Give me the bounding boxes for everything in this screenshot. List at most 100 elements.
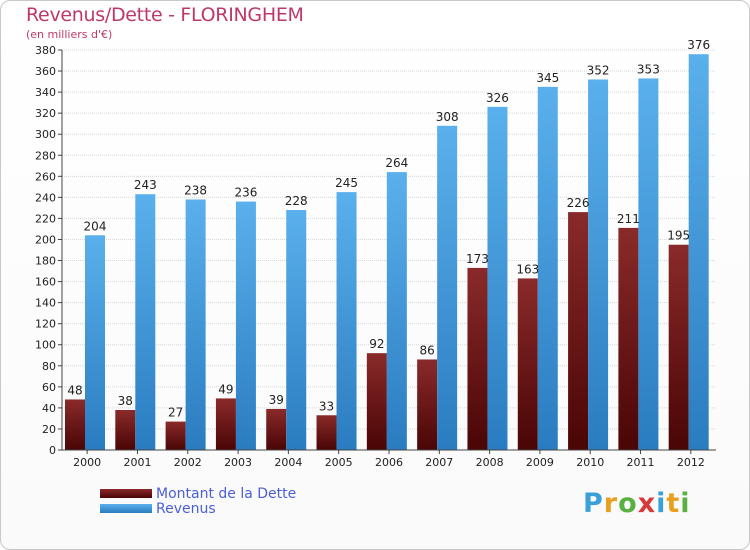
- bar-dette: [467, 267, 488, 450]
- data-label-revenus: 264: [385, 156, 408, 170]
- data-label-dette: 27: [168, 406, 183, 420]
- legend-label-dette: Montant de la Dette: [156, 485, 297, 502]
- y-tick-label: 280: [35, 149, 56, 162]
- data-label-revenus: 236: [234, 186, 257, 200]
- logo-letter: i: [656, 488, 667, 519]
- chart-title: Revenus/Dette - FLORINGHEM: [26, 4, 304, 26]
- y-tick-label: 60: [42, 381, 56, 394]
- data-label-dette: 195: [667, 229, 690, 243]
- bar-dette: [266, 408, 287, 450]
- y-tick-label: 200: [35, 233, 56, 246]
- x-tick-label: 2003: [224, 456, 252, 469]
- x-tick-label: 2000: [73, 456, 101, 469]
- y-tick-label: 0: [49, 444, 56, 457]
- y-tick-label: 140: [35, 297, 56, 310]
- bar-dette: [668, 244, 689, 450]
- data-label-dette: 211: [617, 212, 640, 226]
- x-tick-label: 2010: [576, 456, 604, 469]
- chart-subtitle: (en milliers d'€): [26, 28, 113, 41]
- bar-revenus: [185, 199, 206, 450]
- data-label-revenus: 228: [285, 194, 308, 208]
- y-tick-label: 300: [35, 128, 56, 141]
- x-tick-label: 2002: [174, 456, 202, 469]
- x-tick-label: 2004: [274, 456, 302, 469]
- y-tick-label: 80: [42, 360, 56, 373]
- y-tick-label: 260: [35, 170, 56, 183]
- y-tick-label: 180: [35, 255, 56, 268]
- data-label-dette: 163: [516, 262, 539, 276]
- x-tick-label: 2005: [325, 456, 353, 469]
- bar-revenus: [336, 192, 357, 450]
- bar-dette: [316, 415, 337, 450]
- x-tick-label: 2001: [123, 456, 151, 469]
- data-label-dette: 48: [67, 383, 82, 397]
- y-tick-label: 20: [42, 423, 56, 436]
- data-label-revenus: 353: [637, 62, 660, 76]
- logo-letter: t: [666, 488, 681, 519]
- bar-revenus: [235, 201, 256, 450]
- bar-dette: [65, 399, 85, 450]
- chart-legend: Montant de la Dette Revenus: [100, 485, 297, 517]
- bar-dette: [517, 278, 538, 450]
- data-label-dette: 86: [420, 343, 435, 357]
- bar-dette: [618, 227, 639, 450]
- y-tick-label: 380: [35, 44, 56, 57]
- data-label-dette: 92: [369, 337, 384, 351]
- data-label-revenus: 204: [84, 219, 107, 233]
- bar-revenus: [638, 78, 659, 450]
- y-tick-label: 40: [42, 402, 56, 415]
- bar-revenus: [286, 210, 307, 450]
- y-tick-label: 120: [35, 318, 56, 331]
- legend-item-revenus: Revenus: [100, 500, 296, 517]
- data-label-dette: 173: [466, 252, 489, 266]
- bar-dette: [568, 212, 589, 450]
- bar-revenus: [688, 54, 709, 451]
- data-label-revenus: 238: [184, 183, 207, 197]
- legend-swatch-revenus: [100, 504, 152, 513]
- data-label-revenus: 326: [486, 91, 509, 105]
- x-tick-label: 2006: [375, 456, 403, 469]
- data-label-dette: 38: [118, 394, 133, 408]
- y-tick-label: 100: [35, 339, 56, 352]
- bar-revenus: [537, 86, 558, 450]
- legend-label-revenus: Revenus: [156, 500, 216, 517]
- y-tick-label: 320: [35, 107, 56, 120]
- x-tick-label: 2012: [677, 456, 705, 469]
- x-tick-label: 2007: [425, 456, 453, 469]
- data-label-dette: 39: [269, 393, 284, 407]
- data-label-dette: 33: [319, 399, 334, 413]
- bar-dette: [215, 398, 236, 450]
- bar-revenus: [437, 125, 458, 450]
- legend-swatch-dette: [100, 489, 152, 498]
- x-tick-label: 2008: [476, 456, 504, 469]
- bar-revenus: [588, 79, 609, 450]
- x-tick-label: 2011: [627, 456, 655, 469]
- x-tick-label: 2009: [526, 456, 554, 469]
- logo-letter: i: [680, 488, 691, 519]
- proxiti-logo: Proxiti: [583, 488, 691, 519]
- y-tick-label: 340: [35, 86, 56, 99]
- bar-dette: [417, 359, 438, 450]
- bar-revenus: [135, 194, 156, 450]
- y-tick-label: 220: [35, 212, 56, 225]
- bar-revenus: [85, 235, 105, 450]
- data-label-dette: 226: [567, 196, 590, 210]
- data-label-revenus: 345: [536, 71, 559, 85]
- legend-item-dette: Montant de la Dette: [100, 485, 297, 502]
- logo-letter: P: [583, 488, 604, 519]
- data-label-revenus: 352: [587, 63, 610, 77]
- bar-dette: [366, 353, 387, 450]
- data-label-dette: 49: [218, 382, 233, 396]
- data-label-revenus: 376: [687, 38, 710, 52]
- logo-letter: x: [637, 488, 657, 519]
- logo-letter: o: [618, 488, 638, 519]
- y-tick-label: 360: [35, 65, 56, 78]
- y-tick-label: 240: [35, 191, 56, 204]
- bar-revenus: [386, 172, 407, 450]
- bar-revenus: [487, 106, 508, 450]
- logo-letter: r: [603, 488, 619, 519]
- data-label-revenus: 243: [134, 178, 157, 192]
- bar-dette: [115, 410, 136, 450]
- data-label-revenus: 245: [335, 176, 358, 190]
